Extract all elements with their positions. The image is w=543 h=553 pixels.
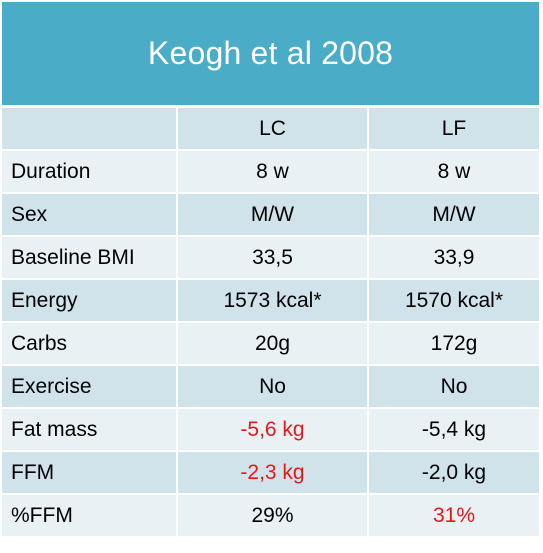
table-row: FFM -2,3 kg -2,0 kg bbox=[2, 452, 539, 495]
table-row: Fat mass -5,6 kg -5,4 kg bbox=[2, 409, 539, 452]
table-row: Duration 8 w 8 w bbox=[2, 151, 539, 194]
header-lf-cell: LF bbox=[369, 108, 539, 151]
header-lc-cell: LC bbox=[178, 108, 369, 151]
lc-value: 8 w bbox=[178, 151, 369, 194]
table-row: Exercise No No bbox=[2, 366, 539, 409]
table-row: Sex M/W M/W bbox=[2, 194, 539, 237]
lc-value: No bbox=[178, 366, 369, 409]
lc-value: 33,5 bbox=[178, 237, 369, 280]
row-label: Fat mass bbox=[2, 409, 178, 452]
lf-value: -5,4 kg bbox=[369, 409, 539, 452]
table-row: Baseline BMI 33,5 33,9 bbox=[2, 237, 539, 280]
table-row: Carbs 20g 172g bbox=[2, 323, 539, 366]
lf-value: M/W bbox=[369, 194, 539, 237]
lc-value: -2,3 kg bbox=[178, 452, 369, 495]
lc-value: 29% bbox=[178, 495, 369, 538]
header-row: LC LF bbox=[2, 108, 539, 151]
table-row: Energy 1573 kcal* 1570 kcal* bbox=[2, 280, 539, 323]
lc-value: 20g bbox=[178, 323, 369, 366]
slide-title: Keogh et al 2008 bbox=[147, 35, 394, 71]
header-label-cell bbox=[2, 108, 178, 151]
row-label: Exercise bbox=[2, 366, 178, 409]
lc-value: -5,6 kg bbox=[178, 409, 369, 452]
row-label: %FFM bbox=[2, 495, 178, 538]
lf-value: 31% bbox=[369, 495, 539, 538]
lc-value: M/W bbox=[178, 194, 369, 237]
lf-value: -2,0 kg bbox=[369, 452, 539, 495]
row-label: Carbs bbox=[2, 323, 178, 366]
comparison-table: LC LF Duration 8 w 8 w Sex M/W M/W Basel… bbox=[2, 108, 539, 538]
row-label: Energy bbox=[2, 280, 178, 323]
lf-value: 172g bbox=[369, 323, 539, 366]
row-label: Baseline BMI bbox=[2, 237, 178, 280]
row-label: FFM bbox=[2, 452, 178, 495]
row-label: Sex bbox=[2, 194, 178, 237]
lf-value: 1570 kcal* bbox=[369, 280, 539, 323]
lf-value: 8 w bbox=[369, 151, 539, 194]
lf-value: No bbox=[369, 366, 539, 409]
lc-value: 1573 kcal* bbox=[178, 280, 369, 323]
table-row: %FFM 29% 31% bbox=[2, 495, 539, 538]
row-label: Duration bbox=[2, 151, 178, 194]
title-bar: Keogh et al 2008 bbox=[2, 2, 539, 105]
lf-value: 33,9 bbox=[369, 237, 539, 280]
